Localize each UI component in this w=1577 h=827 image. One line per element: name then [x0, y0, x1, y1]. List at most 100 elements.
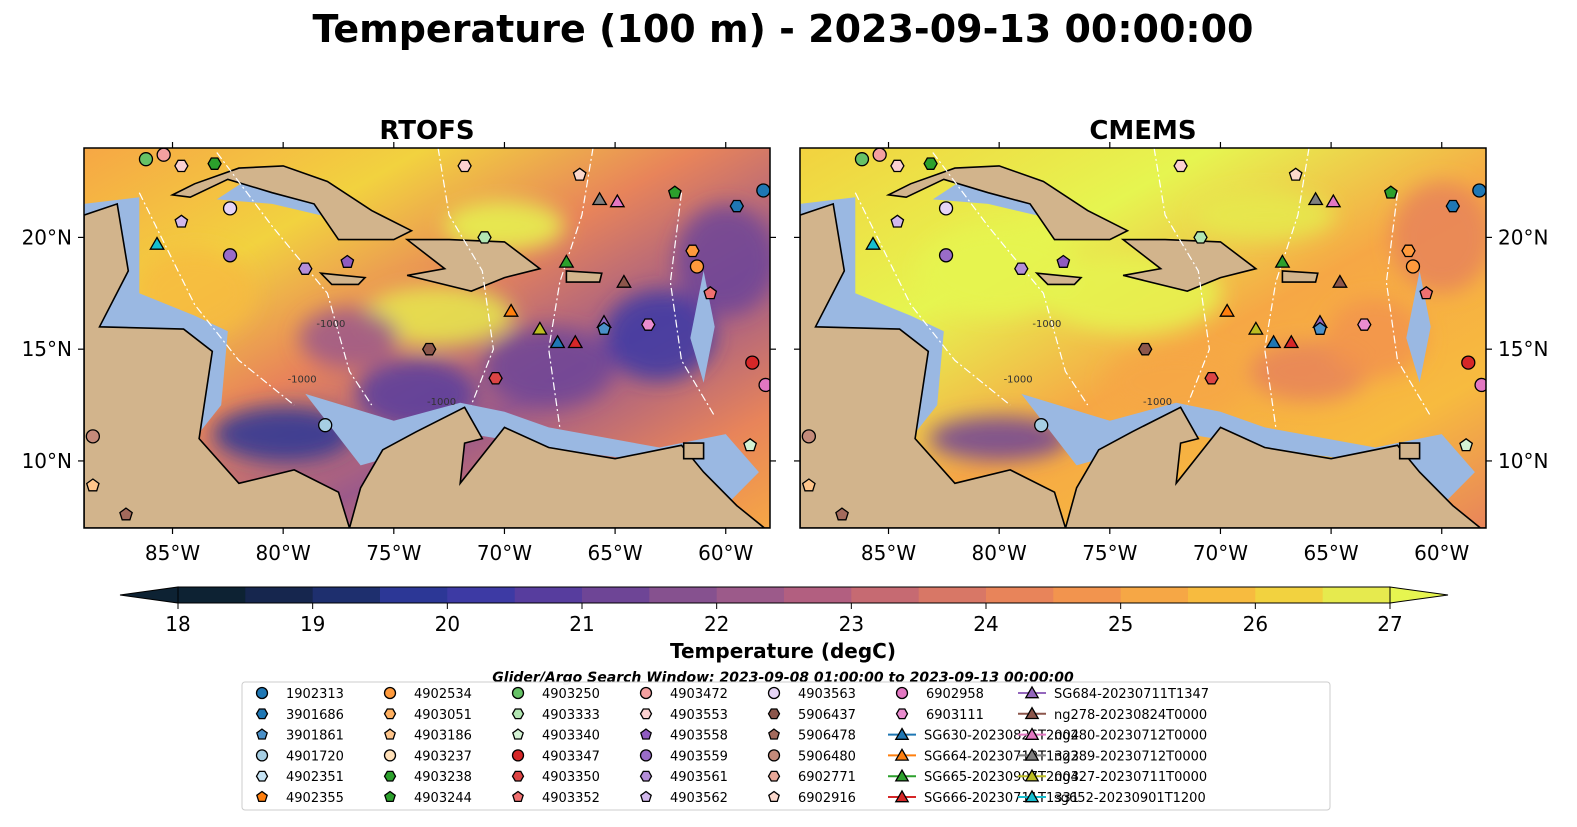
- x-tick-label: 80°W: [972, 541, 1027, 565]
- bathymetry-label: -1000: [1004, 375, 1033, 386]
- observation-marker: [756, 183, 770, 198]
- observation-marker: [1472, 183, 1486, 198]
- observation-marker: [609, 193, 626, 208]
- observation-marker: [641, 318, 656, 331]
- observation-marker: [685, 244, 700, 258]
- observation-marker: [85, 478, 100, 492]
- legend-item: 4903561: [639, 770, 728, 785]
- legend-item: 6902916: [768, 790, 856, 806]
- legend-marker: [767, 749, 781, 762]
- observation-marker: [1461, 355, 1476, 370]
- legend-label: 4903561: [670, 770, 728, 785]
- land: [84, 202, 351, 528]
- colorbar-tick: 23: [839, 612, 864, 636]
- observation-marker: [549, 334, 566, 349]
- legend-label: SG664-20230719T1323: [924, 749, 1079, 764]
- legend-item: SG666-20230711T1331: [888, 789, 1079, 806]
- observation-marker: [1445, 199, 1461, 213]
- colorbar-segment: [380, 587, 448, 603]
- colorbar-tick: 25: [1108, 612, 1133, 636]
- land: [1281, 270, 1319, 283]
- legend-label: 4903347: [542, 749, 600, 764]
- observation-marker: [923, 157, 938, 170]
- colorbar-segment: [716, 587, 785, 603]
- legend-marker: [256, 728, 268, 740]
- legend-marker: [767, 686, 781, 700]
- legend-label: 4902534: [414, 687, 472, 702]
- colorbar-segment: [1255, 587, 1324, 603]
- land: [800, 202, 1067, 528]
- legend-marker: [768, 790, 780, 803]
- legend-item: 5906480: [767, 749, 856, 764]
- legend-marker: [1024, 747, 1040, 761]
- observation-marker: [558, 254, 575, 268]
- legend-marker: [894, 747, 910, 761]
- legend-label: 4903472: [670, 687, 728, 702]
- legend-marker: [255, 686, 269, 700]
- land: [1120, 238, 1258, 292]
- legend-label: 5906480: [798, 749, 856, 764]
- legend-marker: [512, 728, 524, 740]
- legend-marker: [639, 686, 653, 700]
- observation-marker: [119, 507, 133, 521]
- colorbar-tick: 22: [704, 612, 729, 636]
- legend-label: 4903563: [798, 687, 856, 702]
- observation-marker: [1313, 321, 1327, 335]
- boundary-line: [854, 192, 1011, 406]
- bathymetry-label: -1000: [427, 397, 456, 408]
- x-tick-label: 60°W: [1414, 541, 1469, 565]
- colorbar-segment: [178, 587, 246, 603]
- land: [1398, 442, 1421, 460]
- observation-marker: [222, 248, 238, 263]
- land: [404, 238, 542, 292]
- observation-marker: [174, 214, 189, 228]
- observation-marker: [743, 437, 758, 452]
- legend-label: 6902958: [926, 687, 984, 702]
- observation-marker: [890, 159, 905, 173]
- legend-marker: [255, 749, 269, 762]
- legend-item: 4903051: [383, 708, 472, 723]
- legend-item: 6903111: [895, 708, 984, 723]
- legend-label: 3901686: [286, 708, 344, 723]
- legend-item: 6902958: [895, 686, 984, 702]
- boundary-line: [138, 192, 295, 406]
- legend-label: 5906478: [798, 729, 856, 744]
- x-tick-label: 60°W: [698, 541, 753, 565]
- legend-label: ng289-20230712T0000: [1054, 749, 1207, 764]
- observation-marker: [149, 236, 165, 250]
- colorbar-tick: 18: [165, 612, 190, 636]
- observation-marker: [421, 342, 437, 356]
- observation-marker: [1247, 321, 1264, 335]
- x-tick-label: 80°W: [256, 541, 311, 565]
- legend-item: 4903352: [512, 790, 600, 806]
- y-tick-label: 20°N: [22, 225, 72, 249]
- legend-marker: [639, 708, 653, 720]
- legend-marker: [894, 789, 910, 803]
- observation-marker: [1137, 342, 1153, 356]
- figure-title: Temperature (100 m) - 2023-09-13 00:00:0…: [312, 7, 1253, 51]
- observation-marker: [1265, 334, 1282, 349]
- legend-item: sg652-20230901T1200: [1018, 789, 1206, 806]
- colorbar-tick: 19: [300, 612, 325, 636]
- map-frame: [799, 147, 1487, 529]
- legend-marker: [895, 708, 909, 720]
- observation-marker: [835, 507, 849, 521]
- legend-label: 4903553: [670, 708, 728, 723]
- legend-label: ng280-20230712T0000: [1054, 729, 1207, 744]
- colorbar-frame: [177, 586, 1391, 604]
- legend-item: 6902771: [767, 770, 856, 785]
- observation-marker: [1401, 244, 1416, 258]
- observation-marker: [531, 321, 548, 335]
- colorbar-segment: [447, 587, 516, 603]
- legend-marker: [383, 708, 397, 720]
- legend-item: 4903250: [511, 686, 600, 702]
- legend-label: 4901720: [286, 749, 344, 764]
- x-tick-label: 85°W: [861, 541, 916, 565]
- observation-marker: [872, 148, 887, 162]
- y-tick-label: 15°N: [22, 337, 72, 361]
- observation-marker: [1325, 193, 1342, 208]
- legend-label: 4903559: [670, 749, 728, 764]
- legend-marker: [895, 686, 909, 700]
- observation-marker: [938, 201, 954, 216]
- x-tick-label: 65°W: [587, 541, 642, 565]
